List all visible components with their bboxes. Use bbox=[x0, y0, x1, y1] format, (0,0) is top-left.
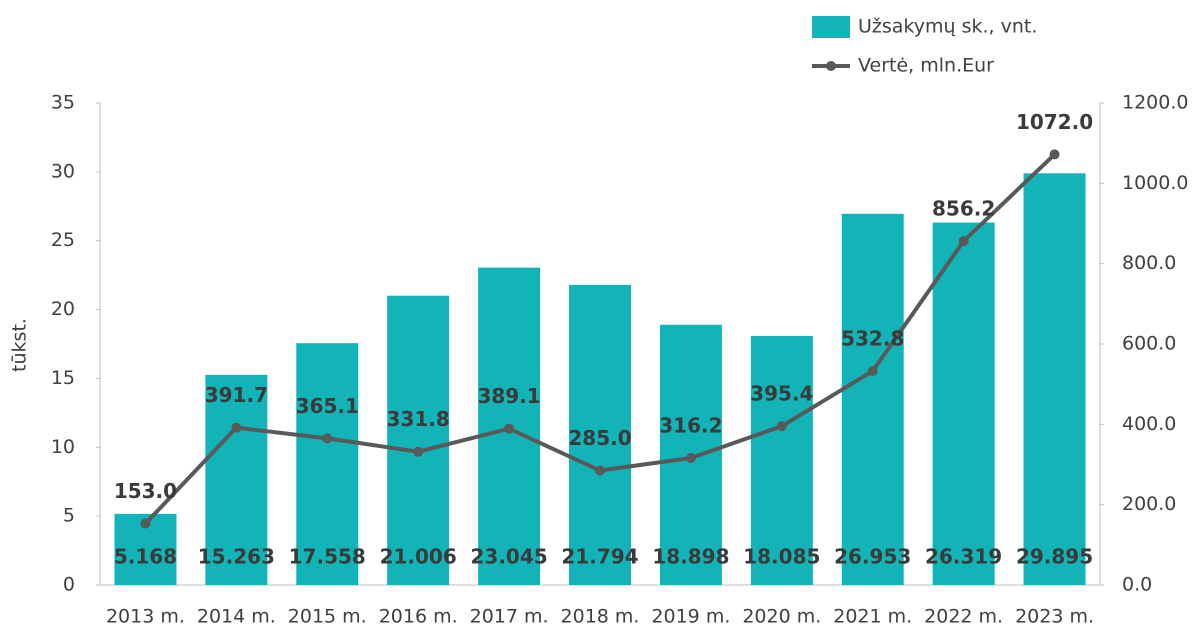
bar-value-label: 5.168 bbox=[114, 545, 177, 569]
line-point bbox=[1049, 149, 1060, 160]
line-point bbox=[140, 518, 151, 529]
bar-value-label: 21.006 bbox=[380, 545, 457, 569]
bar-value-label: 23.045 bbox=[470, 545, 547, 569]
y2-tick-label: 0.0 bbox=[1122, 574, 1152, 596]
x-tick-label: 2020 m. bbox=[742, 606, 821, 628]
bar bbox=[205, 374, 268, 585]
bar bbox=[387, 295, 450, 585]
bar bbox=[841, 213, 904, 586]
y2-tick-label: 1200.0 bbox=[1122, 92, 1188, 114]
y2-tick-label: 1000.0 bbox=[1122, 172, 1188, 194]
line-value-label: 316.2 bbox=[659, 413, 722, 437]
line-point bbox=[867, 365, 878, 376]
bar-value-label: 18.898 bbox=[652, 545, 729, 569]
line-value-label: 285.0 bbox=[568, 426, 631, 450]
line-value-label: 331.8 bbox=[387, 407, 450, 431]
y-tick-label: 35 bbox=[51, 92, 75, 114]
line-value-label: 856.2 bbox=[932, 197, 995, 221]
line-value-label: 395.4 bbox=[750, 382, 813, 406]
y-tick-label: 30 bbox=[51, 160, 75, 182]
y-tick-label: 25 bbox=[51, 229, 75, 251]
line-value-label: 389.1 bbox=[477, 384, 540, 408]
y-tick-label: 5 bbox=[63, 505, 75, 527]
y2-tick-label: 400.0 bbox=[1122, 413, 1176, 435]
legend-label: Užsakymų sk., vnt. bbox=[858, 16, 1037, 38]
x-tick-label: 2018 m. bbox=[561, 606, 640, 628]
line-point bbox=[958, 236, 969, 247]
y-tick-label: 10 bbox=[51, 436, 75, 458]
y2-tick-label: 800.0 bbox=[1122, 252, 1176, 274]
bar bbox=[296, 343, 359, 585]
x-tick-label: 2021 m. bbox=[833, 606, 912, 628]
x-tick-label: 2015 m. bbox=[288, 606, 367, 628]
line-point bbox=[413, 446, 424, 457]
y-tick-label: 0 bbox=[63, 574, 75, 596]
x-tick-label: 2019 m. bbox=[651, 606, 730, 628]
legend-swatch bbox=[826, 61, 836, 71]
y2-tick-label: 200.0 bbox=[1122, 493, 1176, 515]
y2-tick-label: 600.0 bbox=[1122, 333, 1176, 355]
bar-value-label: 15.263 bbox=[198, 545, 275, 569]
bar-value-label: 17.558 bbox=[289, 545, 366, 569]
line-point bbox=[776, 421, 787, 432]
line-point bbox=[231, 422, 242, 433]
x-tick-label: 2014 m. bbox=[197, 606, 276, 628]
legend-swatch bbox=[812, 16, 850, 38]
line-point bbox=[685, 452, 696, 463]
line-point bbox=[504, 423, 515, 434]
line-point bbox=[322, 433, 333, 444]
bar-value-label: 26.319 bbox=[925, 545, 1002, 569]
bar-value-label: 18.085 bbox=[743, 545, 820, 569]
line-value-label: 391.7 bbox=[205, 383, 268, 407]
y-tick-label: 15 bbox=[51, 367, 75, 389]
bar-value-label: 21.794 bbox=[561, 545, 638, 569]
bar bbox=[750, 335, 813, 585]
x-tick-label: 2016 m. bbox=[379, 606, 458, 628]
line-point bbox=[595, 465, 605, 476]
x-tick-label: 2017 m. bbox=[470, 606, 549, 628]
x-tick-label: 2013 m. bbox=[106, 606, 185, 628]
bar bbox=[932, 222, 995, 585]
legend-label: Vertė, mln.Eur bbox=[858, 55, 994, 77]
bar-value-label: 26.953 bbox=[834, 545, 911, 569]
bar bbox=[1023, 173, 1086, 585]
x-tick-label: 2023 m. bbox=[1015, 606, 1094, 628]
line-value-label: 365.1 bbox=[296, 394, 359, 418]
y-axis-label: tūkst. bbox=[9, 318, 31, 372]
y-tick-label: 20 bbox=[51, 298, 75, 320]
bar bbox=[569, 284, 631, 585]
line-value-label: 153.0 bbox=[114, 479, 177, 503]
x-tick-label: 2022 m. bbox=[924, 606, 1003, 628]
line-value-label: 1072.0 bbox=[1016, 110, 1093, 134]
line-value-label: 532.8 bbox=[841, 326, 904, 350]
bar-value-label: 29.895 bbox=[1016, 545, 1093, 569]
